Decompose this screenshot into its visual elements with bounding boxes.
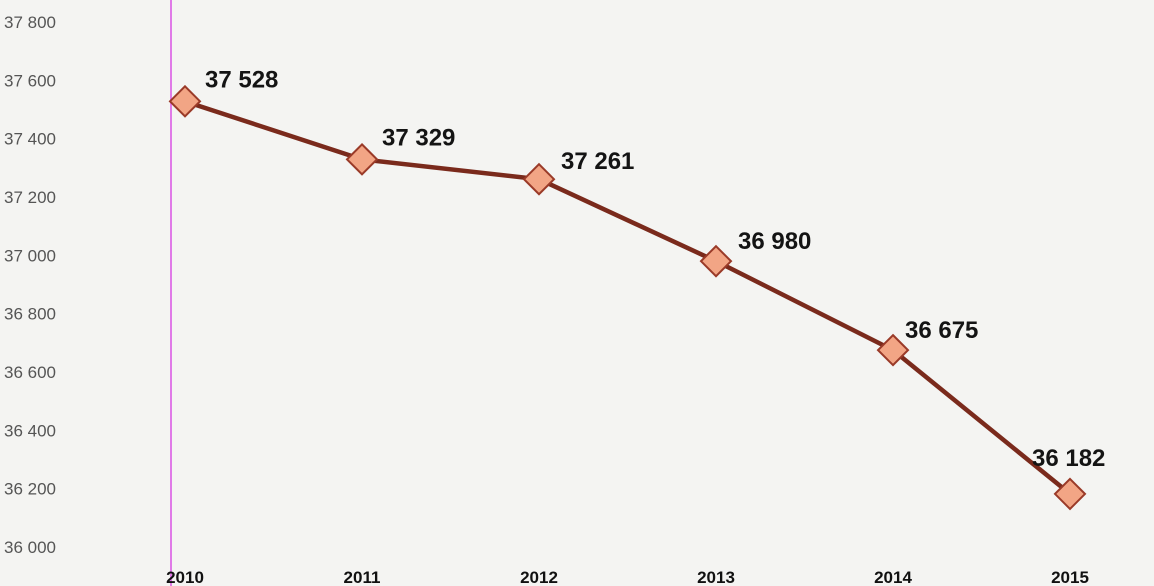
x-tick-label: 2011	[344, 568, 381, 586]
data-label: 36 182	[1032, 445, 1105, 472]
y-axis-ticks: 36 000 36 200 36 400 36 600 36 800 37 000 37 2…	[4, 13, 56, 557]
y-tick-label: 37 000	[4, 246, 56, 265]
y-tick-label: 36 400	[4, 421, 56, 440]
data-point-marker	[699, 244, 733, 278]
x-axis-ticks: 2010 2011 2012 2013 2014 2015	[166, 568, 1089, 586]
x-tick-label: 2015	[1051, 568, 1089, 586]
data-labels: 37 528 37 329 37 261 36 980 36 675 36 182	[205, 66, 1105, 472]
x-tick-label: 2012	[520, 568, 558, 586]
x-tick-label: 2014	[874, 568, 912, 586]
data-label: 37 261	[561, 148, 634, 175]
y-tick-label: 37 200	[4, 188, 56, 207]
x-tick-label: 2010	[166, 568, 204, 586]
x-tick-label: 2013	[697, 568, 735, 586]
y-tick-label: 36 200	[4, 480, 56, 499]
y-tick-label: 36 000	[4, 538, 56, 557]
data-label: 36 980	[738, 228, 811, 255]
data-point-marker	[168, 84, 202, 118]
data-point-marker	[345, 142, 379, 176]
series-line	[184, 99, 1072, 496]
data-point-marker	[876, 333, 910, 367]
y-tick-label: 37 600	[4, 71, 56, 90]
data-label: 36 675	[905, 317, 978, 344]
y-tick-label: 36 600	[4, 363, 56, 382]
y-tick-label: 36 800	[4, 305, 56, 324]
data-point-marker	[522, 162, 556, 196]
y-tick-label: 37 400	[4, 130, 56, 149]
data-point-marker	[1053, 477, 1087, 511]
series-markers	[168, 84, 1087, 511]
y-tick-label: 37 800	[4, 13, 56, 32]
data-label: 37 528	[205, 66, 278, 93]
data-label: 37 329	[382, 124, 455, 151]
